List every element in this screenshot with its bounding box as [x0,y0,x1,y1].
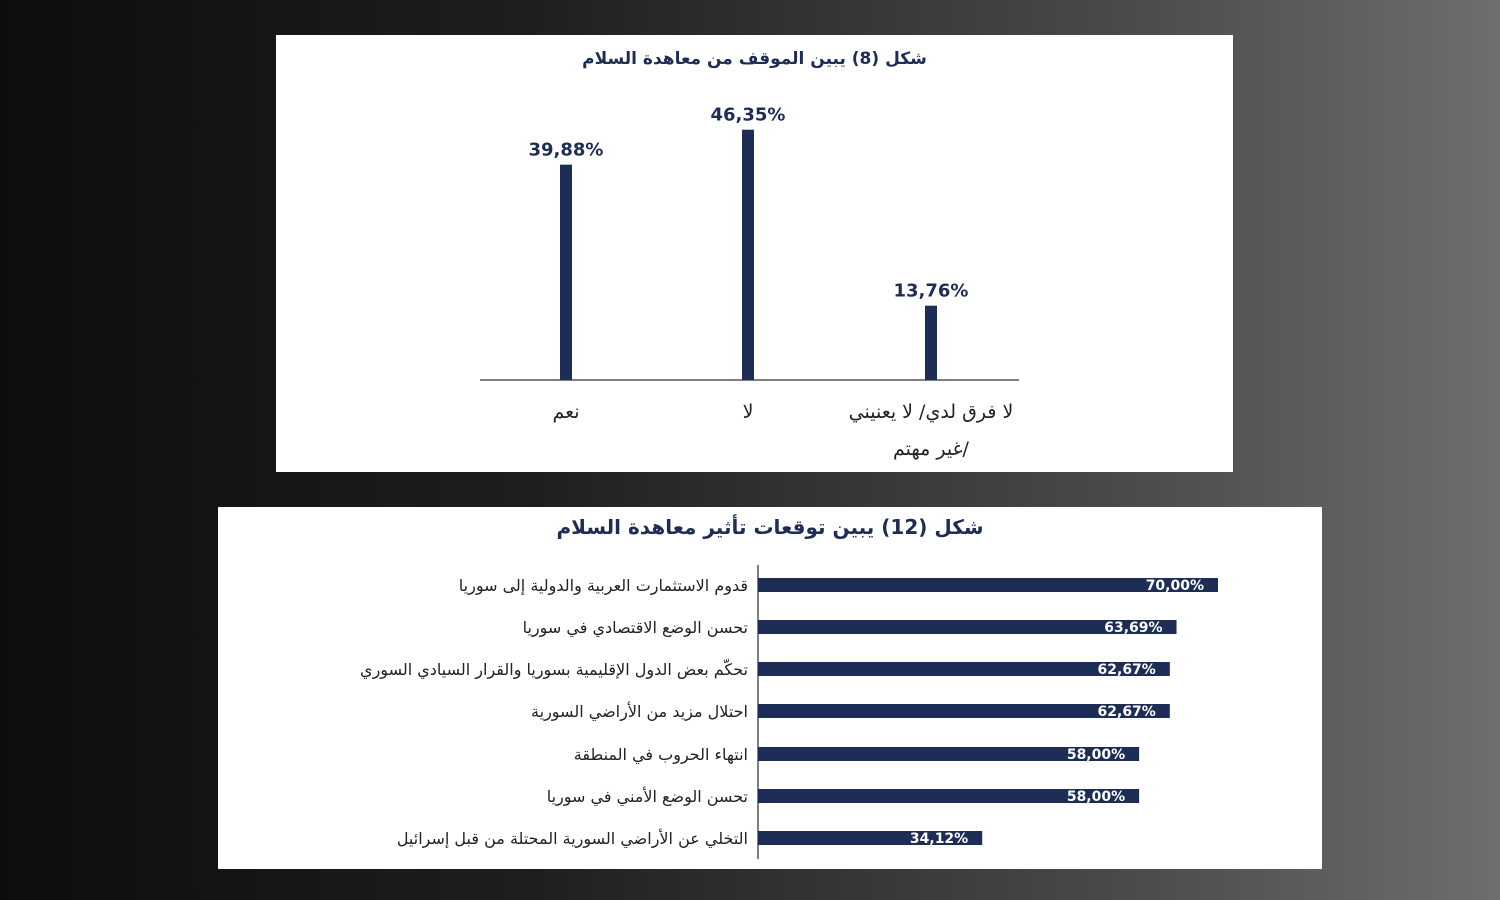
category-label-2: لا [743,401,754,423]
bar-1 [560,164,572,380]
data-label-1: 70,00% [1146,578,1204,594]
data-label-1: 39,88% [529,140,604,161]
category-label-3-line-1: لا فرق لدي/ لا يعنيني [849,401,1014,423]
chart-panel-expectations: شكل (12) يبين توقعات تأثير معاهدة السلام… [218,507,1322,869]
bar-1 [758,578,1218,592]
data-label-6: 58,00% [1067,789,1125,805]
bar-2 [758,620,1177,634]
data-label-2: 63,69% [1104,620,1162,636]
bar-3 [758,662,1170,676]
category-label-1: نعم [552,401,579,423]
category-label-5: انتهاء الحروب في المنطقة [574,745,748,765]
category-label-1: قدوم الاستثمارت العربية والدولية إلى سور… [459,576,748,596]
category-label-3-line-2: /غير مهتم [893,438,970,460]
chart-expectations-svg: 70,00% قدوم الاستثمارت العربية والدولية إ… [360,565,1218,859]
data-label-2: 46,35% [711,105,786,126]
chart-title-attitude: شكل (8) يبين الموقف من معاهدة السلام [582,49,927,69]
bar-6 [758,789,1140,803]
data-label-7: 34,12% [910,831,968,847]
data-label-3: 13,76% [894,281,969,302]
category-label-6: تحسن الوضع الأمني في سوريا [547,786,748,807]
bar-7 [758,831,983,845]
bar-2 [742,129,754,380]
data-label-3: 62,67% [1098,662,1156,678]
category-label-4: احتلال مزيد من الأراضي السورية [531,701,748,722]
bar-4 [758,704,1170,718]
data-label-4: 62,67% [1098,704,1156,720]
bar-3 [925,305,937,380]
chart-title-expectations: شكل (12) يبين توقعات تأثير معاهدة السلام [556,515,984,539]
category-label-7: التخلي عن الأراضي السورية المحتلة من قبل… [397,828,748,849]
category-label-3: تحكّم بعض الدول الإقليمية بسوريا والقرار… [360,657,748,680]
chart-attitude-svg: 39,88% نعم 46,35% لا 13,76% لا فرق لدي/ لا يع… [480,105,1019,460]
chart-panel-attitude: شكل (8) يبين الموقف من معاهدة السلام 39,… [276,35,1233,472]
bar-5 [758,747,1140,761]
data-label-5: 58,00% [1067,747,1125,763]
category-label-2: تحسن الوضع الاقتصادي في سوريا [523,618,748,638]
